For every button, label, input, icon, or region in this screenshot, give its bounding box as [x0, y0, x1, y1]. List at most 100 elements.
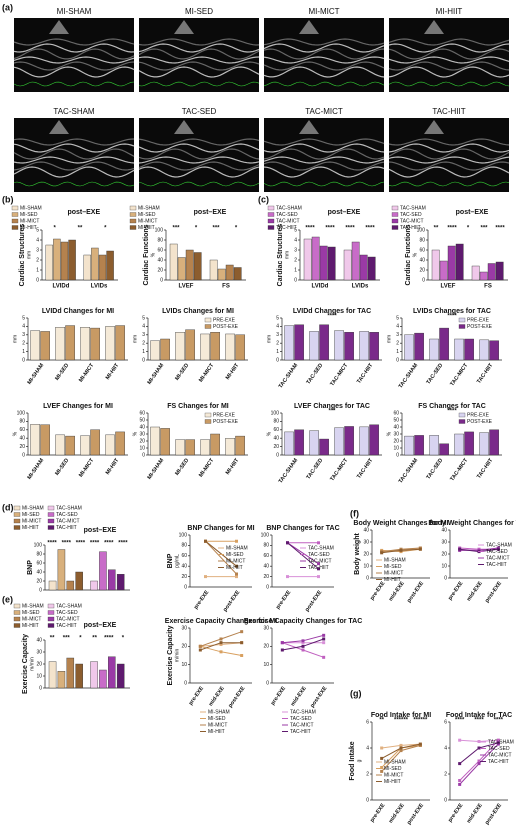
bar [75, 571, 83, 591]
legend-swatch [11, 205, 19, 211]
y-tick-label: 2 [366, 771, 369, 777]
marker [317, 575, 320, 579]
legend-label: MI-SED [22, 512, 40, 518]
echo-trace [388, 48, 510, 60]
y-tick-label: 0 [142, 357, 145, 363]
echo-trace [263, 56, 385, 64]
legend-label: TAC-MICT [308, 558, 332, 564]
annotation: ****** [413, 718, 428, 724]
echo-trace [13, 148, 135, 160]
y-tick-label: 1 [36, 267, 39, 273]
legend-swatch [391, 218, 399, 224]
annotation: ** [379, 718, 384, 724]
annotation: **** [447, 226, 457, 232]
chart-title: Exercise Capacity Changes for TAC [244, 618, 363, 625]
y-tick-label: 50 [393, 417, 399, 423]
bar [150, 426, 160, 456]
legend-label: MI-HIIT [208, 729, 225, 735]
legend-label: MI-SHAM [20, 205, 42, 211]
y-axis-unit: % [150, 252, 156, 257]
legend-label: MI-MICT [226, 558, 245, 564]
annotation: *** [480, 226, 488, 232]
y-axis-label: Cardiac Structures [19, 224, 26, 287]
image-label: MI-SHAM [57, 7, 92, 16]
x-tick-label: FS [222, 284, 230, 290]
marker [280, 648, 284, 652]
y-tick-label: 40 [19, 436, 25, 442]
marker [240, 630, 244, 634]
marker [235, 564, 238, 568]
x-tick-label: TAC-SHAM [278, 457, 300, 484]
marker [477, 740, 481, 743]
legend-label: TAC-MICT [486, 555, 510, 561]
y-tick-label: 100 [417, 227, 426, 233]
y-tick-label: 2 [294, 257, 297, 263]
bar [48, 661, 57, 689]
bar [53, 238, 61, 281]
x-tick-label: MI-HIIT [225, 457, 241, 476]
y-tick-label: 30 [36, 649, 42, 655]
bar [210, 433, 220, 456]
marker [322, 633, 326, 637]
y-tick-label: 80 [157, 237, 163, 243]
legend-label: MI-SED [226, 552, 244, 558]
y-tick-label: 3 [396, 332, 399, 338]
marker [458, 547, 462, 551]
bar [294, 324, 304, 361]
annotation: * [195, 226, 198, 232]
echo-trace [263, 148, 385, 160]
echo-trace [138, 61, 260, 71]
legend-swatch [47, 603, 55, 609]
bar [334, 330, 344, 361]
x-tick-label: MI-SED [54, 363, 70, 382]
x-tick-label: post-EXE [484, 802, 503, 826]
bar [80, 327, 90, 361]
legend-label: TAC-SHAM [486, 542, 512, 548]
x-tick-label: LVEF [179, 284, 194, 290]
y-tick-label: 0 [366, 575, 369, 581]
bar [309, 331, 319, 361]
echo-trace [263, 38, 385, 46]
y-tick-label: 80 [181, 543, 187, 549]
y-tick-label: 1 [276, 349, 279, 355]
legend-swatch [204, 317, 212, 323]
bar [150, 340, 160, 361]
y-tick-label: 100 [34, 542, 43, 548]
echo-trace [138, 66, 260, 78]
echo-trace [13, 38, 135, 46]
y-tick-label: 60 [419, 247, 425, 253]
legend-swatch [204, 324, 212, 329]
legend-label: MI-HIIT [226, 565, 243, 571]
legend-label: MI-SHAM [226, 545, 248, 551]
bar [369, 424, 379, 456]
echo-sector [174, 20, 194, 34]
bar [55, 434, 65, 456]
bar [90, 661, 98, 689]
annotation: *** [328, 409, 336, 415]
legend-label: TAC-MICT [400, 218, 424, 224]
legend-label: MI-SHAM [22, 603, 44, 609]
x-tick-label: TAC-HIIT [356, 457, 375, 480]
echo-trace [263, 66, 385, 78]
bar [200, 333, 210, 361]
annotation: **** [62, 541, 72, 547]
bar [235, 435, 245, 456]
annotation: **** [474, 718, 484, 724]
legend-swatch [11, 225, 19, 230]
y-tick-label: 60 [19, 427, 25, 433]
bar [319, 245, 328, 281]
chart-title: post–EXE [84, 622, 117, 629]
echo-trace [138, 56, 260, 64]
legend-label: MI-SED [384, 564, 402, 570]
y-tick-label: 1 [396, 349, 399, 355]
x-tick-label: MI-MICT [78, 457, 96, 478]
y-tick-label: 10 [181, 662, 187, 668]
legend-swatch [13, 512, 21, 517]
y-tick-label: 0 [396, 452, 399, 458]
bar [48, 580, 57, 591]
y-tick-label: 100 [155, 227, 164, 233]
marker [286, 575, 289, 579]
bar [98, 254, 107, 281]
legend-label: MI-MICT [138, 218, 157, 224]
legend-swatch [267, 225, 275, 230]
